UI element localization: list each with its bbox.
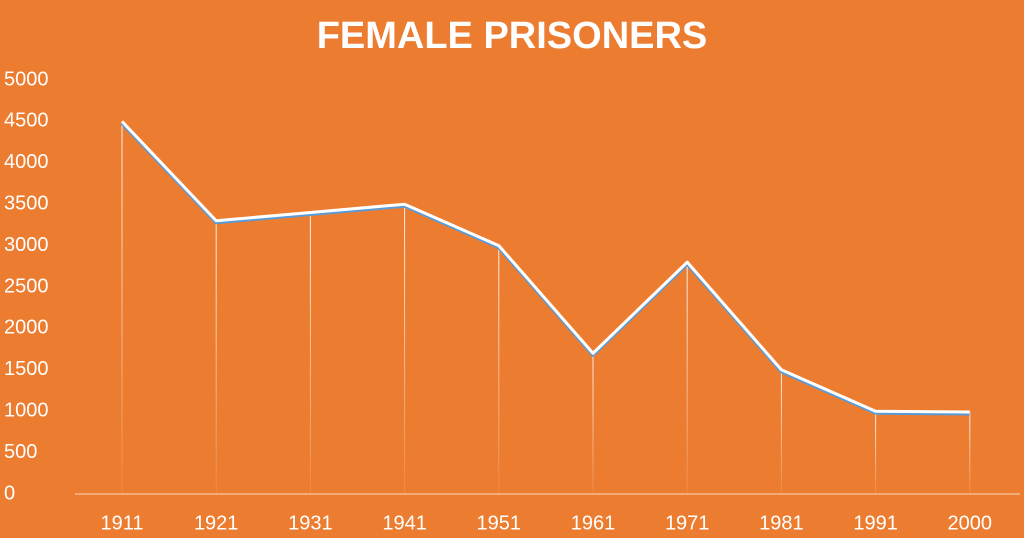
drop-line xyxy=(780,369,782,494)
y-tick-label: 1000 xyxy=(4,399,49,421)
x-tick-label: 1911 xyxy=(100,512,143,534)
x-tick-label: 1991 xyxy=(853,512,898,534)
y-tick-label: 0 xyxy=(4,482,15,504)
y-tick-label: 2500 xyxy=(4,275,49,297)
drop-line xyxy=(592,353,594,494)
x-tick-label: 1951 xyxy=(477,512,522,534)
y-tick-label: 3000 xyxy=(4,234,49,256)
y-tick-label: 2000 xyxy=(4,317,49,339)
drop-line xyxy=(121,121,123,495)
drop-line xyxy=(309,212,311,495)
y-tick-label: 500 xyxy=(4,441,37,463)
drop-line xyxy=(498,245,500,494)
y-tick-label: 4500 xyxy=(4,110,49,132)
drop-line xyxy=(404,204,406,494)
y-tick-label: 1500 xyxy=(4,358,49,380)
x-tick-label: 1931 xyxy=(288,512,333,534)
x-tick-label: 1971 xyxy=(665,512,710,534)
x-tick-label: 1981 xyxy=(759,512,804,534)
series-line xyxy=(120,120,970,414)
chart-title: FEMALE PRISONERS xyxy=(317,15,708,57)
drop-line xyxy=(686,262,688,494)
x-tick-label: 1961 xyxy=(571,512,616,534)
drop-line xyxy=(875,411,877,494)
x-tick-label: 1921 xyxy=(194,512,239,534)
y-tick-label: 4000 xyxy=(4,151,49,173)
y-tick-label: 3500 xyxy=(4,192,49,214)
x-tick-label: 2000 xyxy=(948,512,993,534)
x-tick-label: 1941 xyxy=(382,512,427,534)
drop-line xyxy=(215,220,217,494)
y-tick-label: 5000 xyxy=(4,68,49,90)
drop-line xyxy=(969,412,971,494)
